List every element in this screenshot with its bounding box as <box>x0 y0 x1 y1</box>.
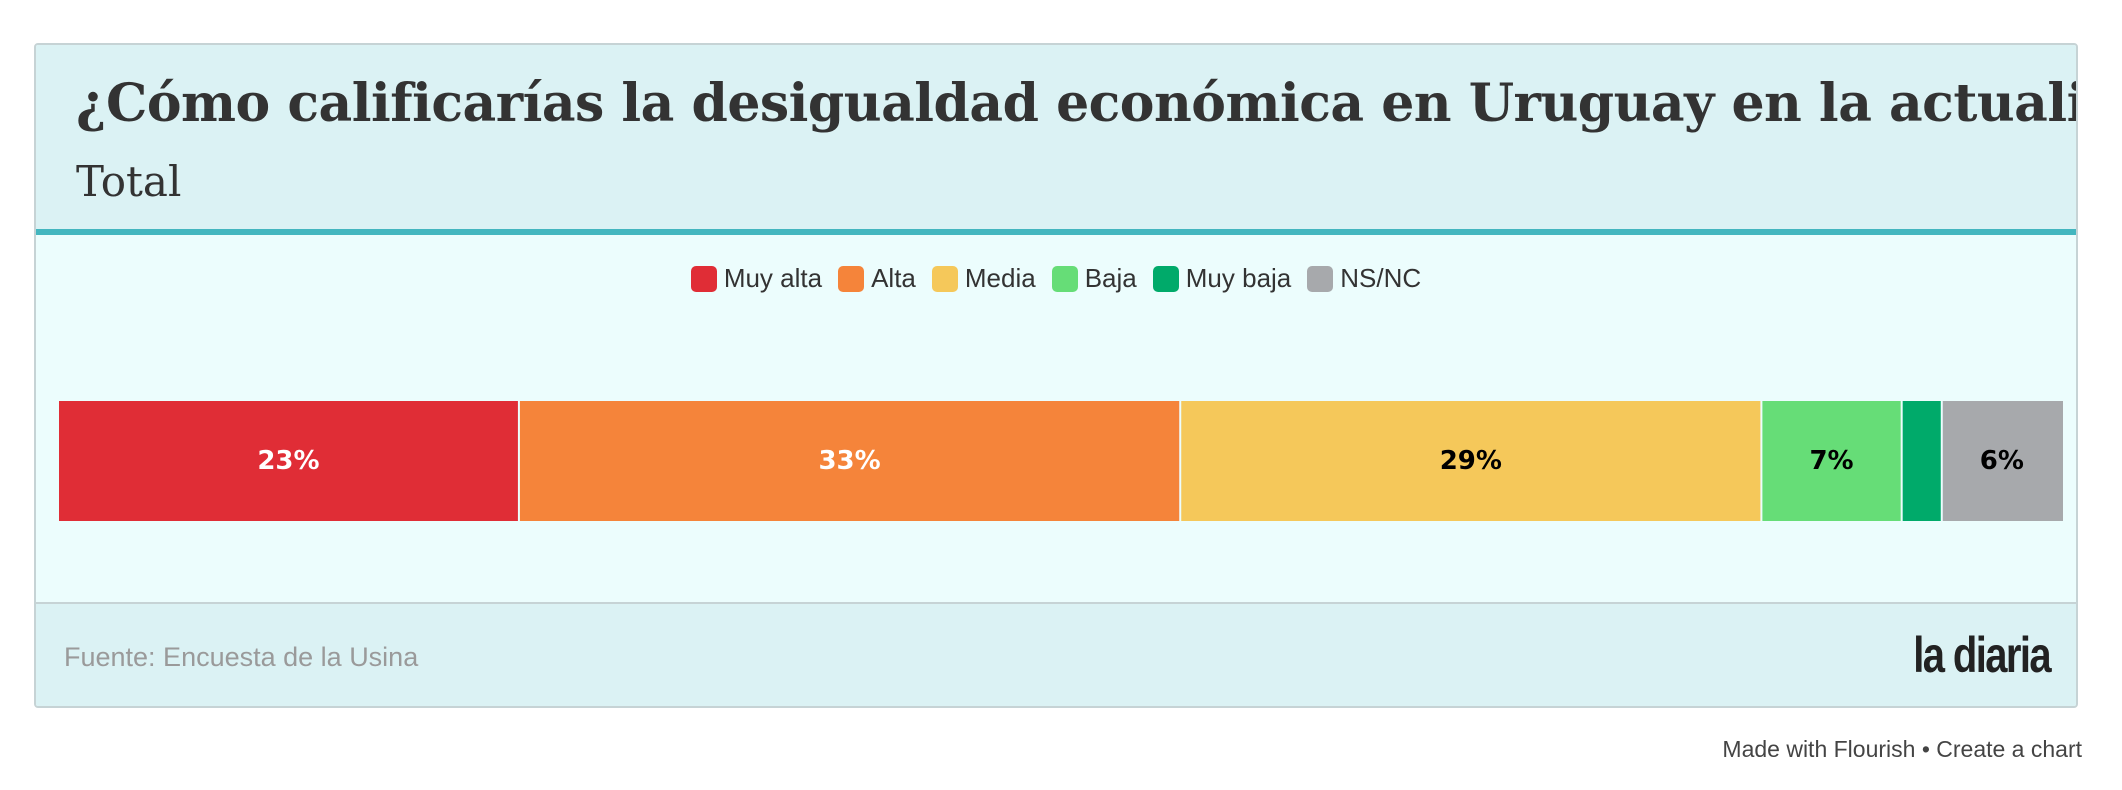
legend-item-alta[interactable]: Alta <box>838 263 916 294</box>
legend-item-baja[interactable]: Baja <box>1051 263 1137 294</box>
data-label: 33% <box>818 446 880 476</box>
chart-title: ¿Cómo calificarías la desigualdad económ… <box>76 73 2078 134</box>
data-label: 6% <box>1980 446 2024 476</box>
legend-swatch <box>1307 265 1334 292</box>
legend-label: Alta <box>871 263 916 293</box>
chart-legend: Muy alta Alta Media Baja Muy baja NS/NC <box>36 263 2076 294</box>
la-diaria-logo[interactable]: la diaria <box>1913 627 2051 683</box>
data-label: 7% <box>1809 446 1853 476</box>
bar-segment-ns-nc[interactable] <box>1942 401 2063 521</box>
chart-subtitle: Total <box>76 157 182 206</box>
legend-label: NS/NC <box>1340 263 1422 293</box>
bar-segment-alta[interactable] <box>519 401 1180 521</box>
legend-swatch <box>1152 265 1179 292</box>
made-with-flourish-link[interactable]: Made with Flourish • Create a chart <box>1722 736 2082 762</box>
legend-label: Muy baja <box>1185 263 1292 293</box>
data-label: 29% <box>1440 446 1502 476</box>
bar-segment-muy-baja[interactable] <box>1902 401 1941 521</box>
data-label: 23% <box>257 446 319 476</box>
chart-header: ¿Cómo calificarías la desigualdad económ… <box>36 45 2076 235</box>
legend-item-muy-baja[interactable]: Muy baja <box>1152 263 1292 294</box>
legend-item-media[interactable]: Media <box>931 263 1036 294</box>
bar-segment-muy-alta[interactable] <box>59 401 518 521</box>
legend-label: Media <box>964 263 1036 293</box>
chart-card: ¿Cómo calificarías la desigualdad económ… <box>34 43 2078 708</box>
legend-swatch <box>931 265 958 292</box>
legend-swatch <box>838 265 865 292</box>
legend-swatch <box>1051 265 1078 292</box>
stacked-bar-chart: 23% 33% 29% 7% 6% <box>59 401 2063 521</box>
legend-label: Muy alta <box>723 263 823 293</box>
legend-label: Baja <box>1084 263 1137 293</box>
legend-swatch <box>690 265 717 292</box>
bar-segment-media[interactable] <box>1181 401 1761 521</box>
legend-item-muy-alta[interactable]: Muy alta <box>690 263 823 294</box>
source-note: Fuente: Encuesta de la Usina <box>64 642 419 672</box>
legend-item-ns-nc[interactable]: NS/NC <box>1307 263 1421 294</box>
plot-area: 23% 33% 29% 7% 6% <box>59 401 2063 521</box>
bar-segment-baja[interactable] <box>1762 401 1901 521</box>
chart-footer: Fuente: Encuesta de la Usina la diaria <box>36 602 2076 706</box>
